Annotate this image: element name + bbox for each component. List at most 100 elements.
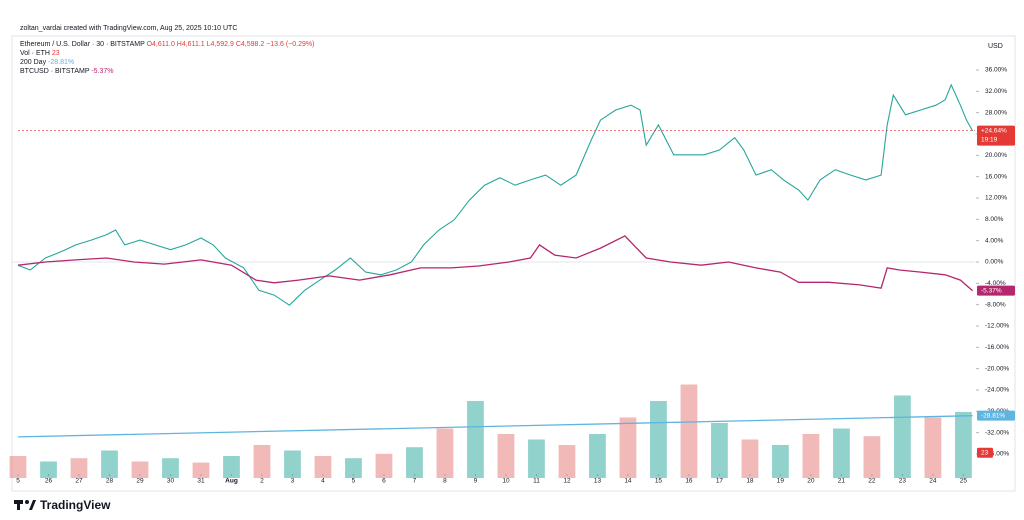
x-tick-label: 10 <box>502 478 510 485</box>
volume-bar <box>680 384 698 478</box>
x-tick-label: 5 <box>16 478 20 485</box>
volume-tag-label: 23 <box>981 449 989 456</box>
volume-bar <box>650 401 667 478</box>
volume-bar <box>70 458 88 478</box>
x-tick-label: 12 <box>563 478 571 485</box>
y-tick-label: -36.00% <box>985 451 1009 458</box>
volume-bar <box>924 417 942 478</box>
legend-btc: BTCUSD · BITSTAMP -5.37% <box>20 68 114 75</box>
legend-volume: Vol · ETH 23 <box>20 50 60 57</box>
series-line <box>17 83 974 306</box>
volume-bar <box>345 458 362 478</box>
y-tick-label: -12.00% <box>985 323 1009 330</box>
x-tick-label: 11 <box>533 478 540 485</box>
legend-name: Vol · ETH <box>20 50 50 57</box>
volume-bar <box>9 456 27 478</box>
x-tick-label: 19 <box>777 478 785 485</box>
y-tick-label: -16.00% <box>985 344 1009 351</box>
y-tick-label: 20.00% <box>985 152 1007 159</box>
y-tick-label: -4.00% <box>985 280 1006 287</box>
attribution: zoltan_vardai created with TradingView.c… <box>20 25 237 32</box>
legend-name: 200 Day <box>20 59 47 66</box>
x-tick-label: 20 <box>807 478 815 485</box>
x-tick-label: 6 <box>382 478 386 485</box>
y-tick-label: 12.00% <box>985 195 1007 202</box>
volume-bar <box>619 417 637 478</box>
x-tick-label: 7 <box>413 478 417 485</box>
series-line <box>17 415 973 438</box>
volume-tag <box>977 447 993 458</box>
volume-bar <box>131 461 149 478</box>
volume-bar <box>772 445 789 478</box>
volume-bar <box>802 434 820 478</box>
price-tag-label: -5.37% <box>981 287 1002 294</box>
legend-value: 23 <box>52 50 60 57</box>
legend-value: -28.81% <box>48 59 74 66</box>
y-tick-label: 8.00% <box>985 216 1004 223</box>
volume-bar <box>314 456 332 478</box>
chart-frame <box>11 35 1016 492</box>
currency: USD <box>988 43 1003 50</box>
x-tick-label: 25 <box>960 478 968 485</box>
legend-name: Ethereum / U.S. Dollar · 30 · BITSTAMP <box>20 41 145 48</box>
x-tick-label: 8 <box>443 478 447 485</box>
x-tick-label: 29 <box>136 478 144 485</box>
x-tick-label: 31 <box>197 478 205 485</box>
y-tick-label: -8.00% <box>985 301 1006 308</box>
x-tick-label: 16 <box>685 478 693 485</box>
price-tag <box>977 285 1015 296</box>
volume-bar <box>40 461 57 478</box>
volume-bar <box>375 453 393 478</box>
x-tick-label: 9 <box>474 478 478 485</box>
y-tick-label: -20.00% <box>985 365 1009 372</box>
x-tick-label: 18 <box>746 478 754 485</box>
price-tag-label: -28.81% <box>981 412 1005 419</box>
brand-logo <box>14 500 36 510</box>
x-tick-label: 30 <box>167 478 175 485</box>
volume-bar <box>711 423 728 478</box>
x-tick-label: 22 <box>868 478 876 485</box>
volume-bar <box>955 412 972 478</box>
legend-value: -5.37% <box>91 68 113 75</box>
x-tick-label: 2 <box>260 478 264 485</box>
legend-main: Ethereum / U.S. Dollar · 30 · BITSTAMP O… <box>20 41 314 48</box>
volume-bar <box>223 456 240 478</box>
price-tag-time: 19:19 <box>981 136 998 143</box>
x-tick-label: 13 <box>594 478 602 485</box>
price-tag <box>977 125 1015 146</box>
x-tick-label: 5 <box>352 478 356 485</box>
y-tick-label: 36.00% <box>985 67 1007 74</box>
x-tick-label: 28 <box>106 478 114 485</box>
y-tick-label: 32.00% <box>985 88 1007 95</box>
price-tag-label: +24.64% <box>981 127 1007 134</box>
x-tick-label: Aug <box>225 478 238 485</box>
y-tick-label: 28.00% <box>985 109 1007 116</box>
x-tick-label: 4 <box>321 478 325 485</box>
x-tick-label: 15 <box>655 478 663 485</box>
volume-bar <box>284 450 301 478</box>
y-tick-label: 0.00% <box>985 259 1004 266</box>
volume-bar <box>497 434 515 478</box>
y-tick-label: -32.00% <box>985 429 1009 436</box>
x-tick-label: 26 <box>45 478 53 485</box>
x-tick-label: 24 <box>929 478 937 485</box>
x-tick-label: 23 <box>899 478 907 485</box>
volume-bar <box>436 428 454 478</box>
volume-bar <box>253 445 271 478</box>
volume-bar <box>528 439 545 478</box>
volume-bar <box>558 445 576 478</box>
x-tick-label: 17 <box>716 478 724 485</box>
price-tag <box>977 410 1015 421</box>
x-tick-label: 3 <box>291 478 295 485</box>
y-tick-label: 16.00% <box>985 173 1007 180</box>
x-tick-label: 27 <box>75 478 83 485</box>
volume-bar <box>741 439 759 478</box>
series-line <box>17 235 974 292</box>
volume-bar <box>192 462 210 478</box>
volume-bar <box>833 428 850 478</box>
legend-ma: 200 Day -28.81% <box>20 59 74 66</box>
y-tick-label: -24.00% <box>985 387 1009 394</box>
brand-name: TradingView <box>40 498 111 512</box>
volume-bar <box>162 458 179 478</box>
legend-name: BTCUSD · BITSTAMP <box>20 68 90 75</box>
